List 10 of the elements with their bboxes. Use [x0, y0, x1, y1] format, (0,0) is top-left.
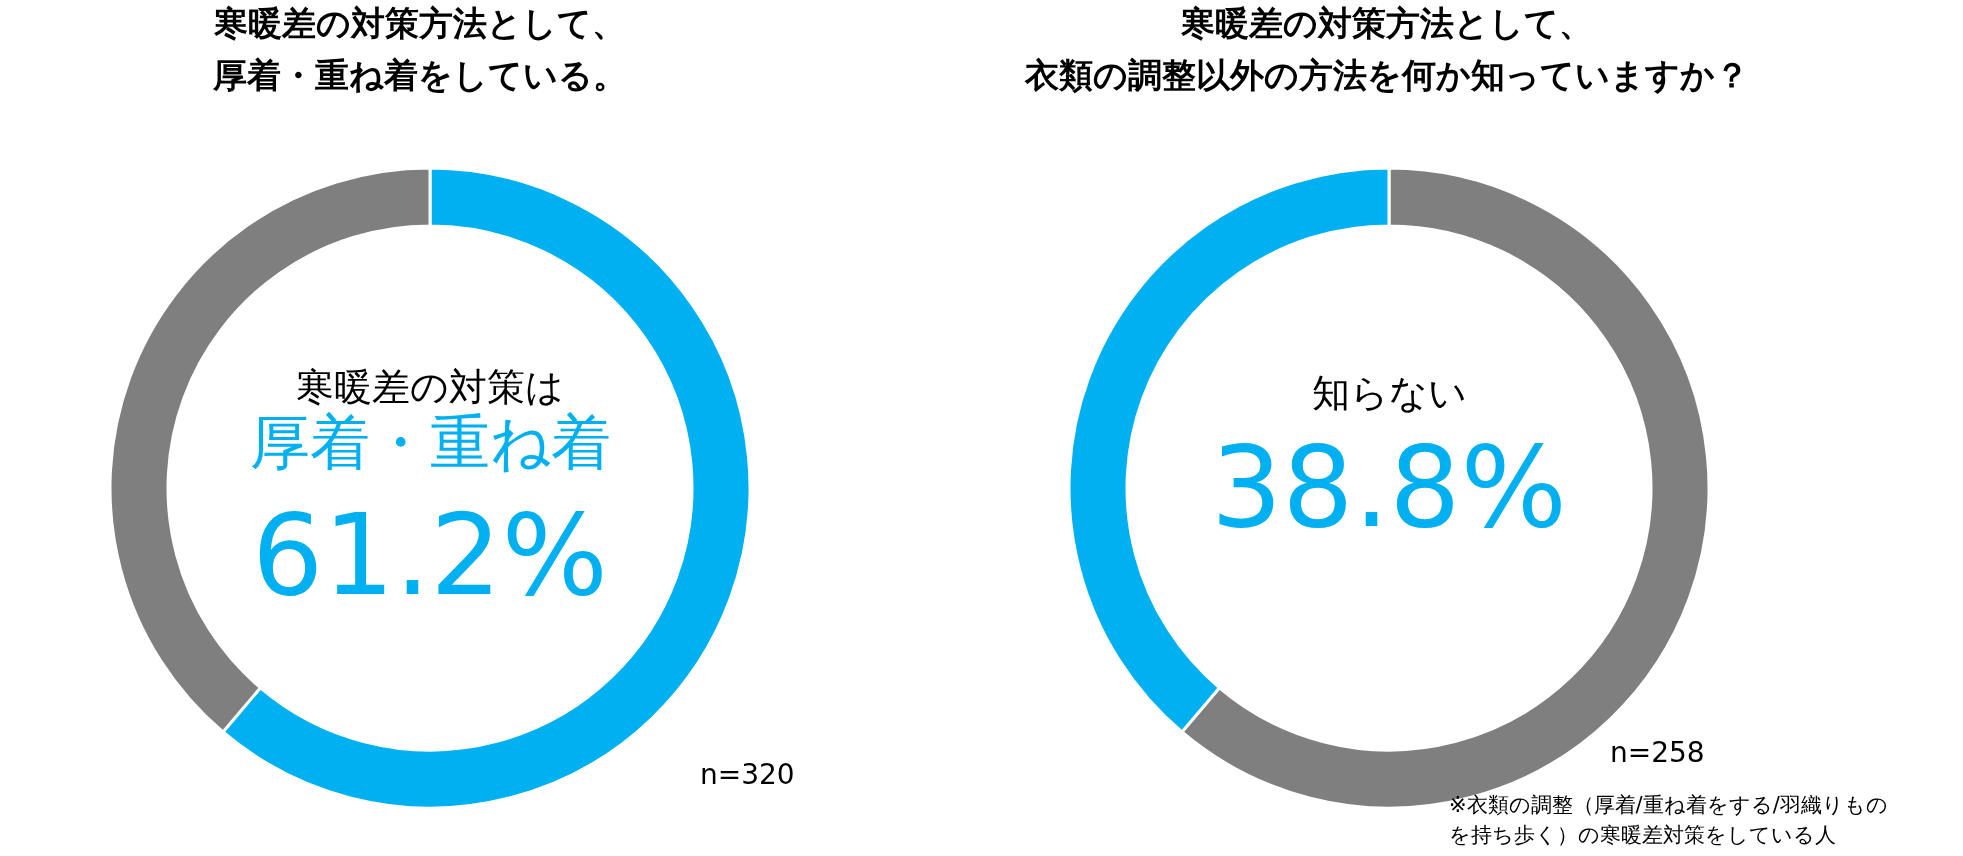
- slice-label: 知らない: [1311, 371, 1467, 415]
- text: ※衣類の調整（厚着/重ね着をする/羽織りものを持ち歩く）の寒暖差対策をしている人: [1449, 793, 1888, 848]
- slice-label: 厚着・重ね着: [249, 407, 611, 477]
- chart-title: 寒暖差の対策方法として、厚着・重ね着をしている。: [212, 3, 627, 95]
- text: 寒暖差の対策は: [296, 365, 564, 409]
- text: n=258: [1610, 736, 1705, 769]
- text: n=320: [700, 758, 795, 791]
- data-label: 61.2%: [252, 490, 608, 620]
- data-label: 38.8%: [1211, 422, 1567, 552]
- chart-title: 寒暖差の対策方法として、衣類の調整以外の方法を何か知っていますか？: [1024, 3, 1749, 95]
